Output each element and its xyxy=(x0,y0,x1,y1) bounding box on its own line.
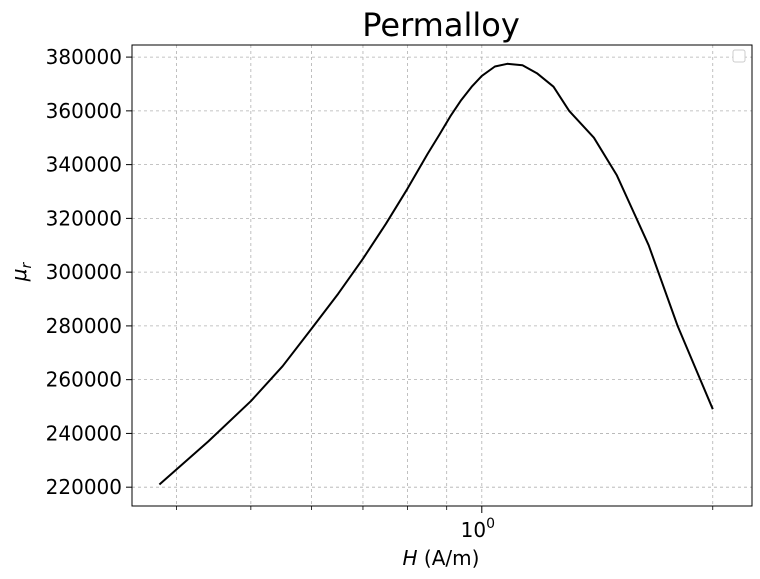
y-axis-label-symbol: μ xyxy=(7,269,31,283)
y-axis-label: μr xyxy=(7,262,35,283)
x-tick-label-base: 10 xyxy=(461,518,486,542)
chart-title: Permalloy xyxy=(362,6,520,44)
y-tick-label: 260000 xyxy=(46,368,122,392)
x-tick-label-exponent: 0 xyxy=(486,516,495,532)
legend-box xyxy=(732,49,746,63)
y-tick-label: 300000 xyxy=(46,260,122,284)
y-tick-label: 220000 xyxy=(46,475,122,499)
plot-frame xyxy=(131,44,753,507)
x-axis-label-unit: (A/m) xyxy=(418,546,480,570)
x-axis-label: H (A/m) xyxy=(403,546,480,570)
y-tick-label: 340000 xyxy=(46,153,122,177)
grid-lines xyxy=(132,45,752,506)
y-tick-label: 320000 xyxy=(46,206,122,230)
tick-labels: 220000 240000 260000 280000 300000 320000 3400… xyxy=(46,45,495,542)
y-tick-label: 360000 xyxy=(46,99,122,123)
y-tick-label: 240000 xyxy=(46,421,122,445)
y-tick-label: 380000 xyxy=(46,45,122,69)
y-axis-label-subscript: r xyxy=(19,262,35,269)
x-tick-label: 100 xyxy=(461,516,495,542)
plot-area xyxy=(158,62,714,486)
axis-ticks xyxy=(126,56,714,513)
series-line xyxy=(158,62,714,486)
x-axis-label-symbol: H xyxy=(403,546,418,570)
y-tick-label: 280000 xyxy=(46,314,122,338)
